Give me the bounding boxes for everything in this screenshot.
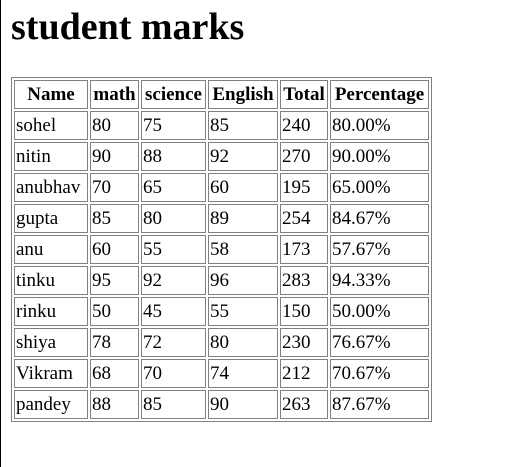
cell-name: Vikram: [14, 359, 88, 388]
page-title: student marks: [11, 6, 245, 48]
cell-english: 85: [208, 111, 278, 140]
table-row: anubhav 70 65 60 195 65.00%: [14, 173, 429, 202]
cell-percentage: 57.67%: [330, 235, 429, 264]
cell-percentage: 76.67%: [330, 328, 429, 357]
cell-math: 70: [90, 173, 139, 202]
cell-name: gupta: [14, 204, 88, 233]
cell-percentage: 94.33%: [330, 266, 429, 295]
cell-science: 65: [141, 173, 206, 202]
cell-science: 80: [141, 204, 206, 233]
cell-math: 80: [90, 111, 139, 140]
cell-english: 90: [208, 390, 278, 419]
table-row: Vikram 68 70 74 212 70.67%: [14, 359, 429, 388]
cell-math: 50: [90, 297, 139, 326]
cell-name: tinku: [14, 266, 88, 295]
table-row: sohel 80 75 85 240 80.00%: [14, 111, 429, 140]
cell-percentage: 65.00%: [330, 173, 429, 202]
cell-english: 74: [208, 359, 278, 388]
cell-english: 55: [208, 297, 278, 326]
cell-math: 78: [90, 328, 139, 357]
cell-percentage: 84.67%: [330, 204, 429, 233]
cell-english: 96: [208, 266, 278, 295]
cell-total: 240: [280, 111, 328, 140]
cell-total: 173: [280, 235, 328, 264]
cell-percentage: 70.67%: [330, 359, 429, 388]
cell-math: 85: [90, 204, 139, 233]
cell-percentage: 87.67%: [330, 390, 429, 419]
cell-name: sohel: [14, 111, 88, 140]
cell-name: pandey: [14, 390, 88, 419]
cell-science: 70: [141, 359, 206, 388]
cell-total: 150: [280, 297, 328, 326]
cell-english: 92: [208, 142, 278, 171]
cell-science: 55: [141, 235, 206, 264]
cell-math: 90: [90, 142, 139, 171]
cell-percentage: 90.00%: [330, 142, 429, 171]
cell-science: 75: [141, 111, 206, 140]
cell-name: shiya: [14, 328, 88, 357]
table-row: rinku 50 45 55 150 50.00%: [14, 297, 429, 326]
page-left-border: [0, 0, 1, 467]
cell-total: 212: [280, 359, 328, 388]
header-total: Total: [280, 80, 328, 109]
cell-english: 60: [208, 173, 278, 202]
cell-name: anu: [14, 235, 88, 264]
cell-total: 254: [280, 204, 328, 233]
cell-name: nitin: [14, 142, 88, 171]
cell-math: 95: [90, 266, 139, 295]
cell-percentage: 80.00%: [330, 111, 429, 140]
table-row: anu 60 55 58 173 57.67%: [14, 235, 429, 264]
header-percentage: Percentage: [330, 80, 429, 109]
table-row: tinku 95 92 96 283 94.33%: [14, 266, 429, 295]
header-name: Name: [14, 80, 88, 109]
cell-science: 85: [141, 390, 206, 419]
cell-science: 88: [141, 142, 206, 171]
table-row: gupta 85 80 89 254 84.67%: [14, 204, 429, 233]
cell-english: 80: [208, 328, 278, 357]
cell-science: 72: [141, 328, 206, 357]
cell-math: 60: [90, 235, 139, 264]
cell-total: 230: [280, 328, 328, 357]
cell-total: 270: [280, 142, 328, 171]
cell-science: 45: [141, 297, 206, 326]
cell-name: anubhav: [14, 173, 88, 202]
cell-english: 89: [208, 204, 278, 233]
table-row: shiya 78 72 80 230 76.67%: [14, 328, 429, 357]
table-row: nitin 90 88 92 270 90.00%: [14, 142, 429, 171]
header-science: science: [141, 80, 206, 109]
student-marks-table: Name math science English Total Percenta…: [11, 77, 432, 422]
cell-name: rinku: [14, 297, 88, 326]
table-row: pandey 88 85 90 263 87.67%: [14, 390, 429, 419]
cell-math: 88: [90, 390, 139, 419]
cell-total: 263: [280, 390, 328, 419]
cell-english: 58: [208, 235, 278, 264]
cell-science: 92: [141, 266, 206, 295]
header-math: math: [90, 80, 139, 109]
cell-percentage: 50.00%: [330, 297, 429, 326]
cell-total: 283: [280, 266, 328, 295]
cell-math: 68: [90, 359, 139, 388]
header-english: English: [208, 80, 278, 109]
table-header-row: Name math science English Total Percenta…: [14, 80, 429, 109]
cell-total: 195: [280, 173, 328, 202]
